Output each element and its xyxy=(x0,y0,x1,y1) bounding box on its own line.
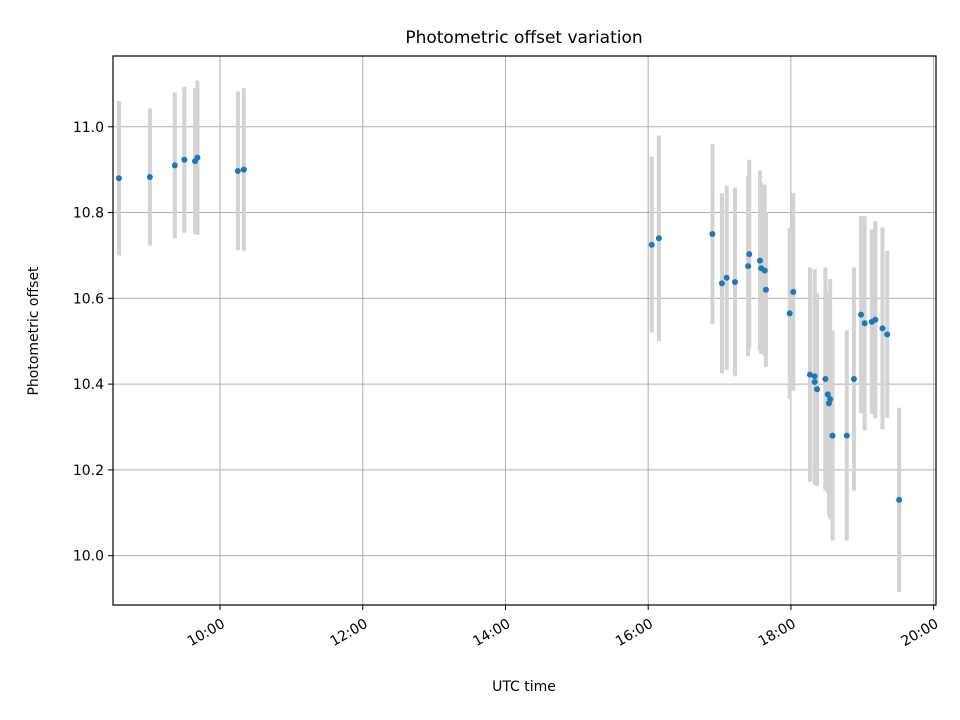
data-point xyxy=(762,286,769,293)
data-point xyxy=(709,230,716,237)
data-point xyxy=(234,167,241,174)
y-tick-label: 10.4 xyxy=(73,377,104,393)
data-point xyxy=(827,396,834,403)
data-point xyxy=(171,162,178,169)
data-point xyxy=(811,378,818,385)
data-point xyxy=(786,310,793,317)
data-point xyxy=(824,391,831,398)
data-point xyxy=(858,311,865,318)
data-point xyxy=(655,235,662,242)
data-point xyxy=(814,386,821,393)
data-point xyxy=(745,263,752,270)
data-point xyxy=(146,173,153,180)
data-point xyxy=(648,241,655,248)
y-tick-label: 10.8 xyxy=(73,206,104,222)
data-point xyxy=(872,316,879,323)
grid xyxy=(113,56,936,605)
data-point xyxy=(115,175,122,182)
data-point xyxy=(756,257,763,264)
data-point xyxy=(811,373,818,380)
data-point xyxy=(861,320,868,327)
data-points xyxy=(115,154,903,503)
y-tick-label: 11.0 xyxy=(73,120,104,136)
data-point xyxy=(884,331,891,338)
data-point xyxy=(761,267,768,274)
plot-area-frame xyxy=(112,55,937,606)
data-point xyxy=(790,288,797,295)
chart-title: Photometric offset variation xyxy=(405,28,642,48)
data-point xyxy=(181,156,188,163)
x-axis-title: UTC time xyxy=(492,679,556,695)
data-point xyxy=(896,496,903,503)
data-point xyxy=(718,280,725,287)
data-point xyxy=(732,279,739,286)
data-point xyxy=(822,375,829,382)
y-axis-title: Photometric offset xyxy=(26,266,42,396)
data-point xyxy=(723,274,730,281)
data-point xyxy=(240,166,247,173)
data-point xyxy=(850,375,857,382)
data-point xyxy=(843,432,850,439)
data-point xyxy=(829,432,836,439)
y-tick-label: 10.2 xyxy=(73,463,104,479)
y-tick-label: 10.6 xyxy=(73,291,104,307)
data-point xyxy=(806,371,813,378)
y-tick-label: 10.0 xyxy=(73,549,104,565)
data-point xyxy=(879,325,886,332)
data-point xyxy=(194,154,201,161)
data-point xyxy=(746,251,753,258)
